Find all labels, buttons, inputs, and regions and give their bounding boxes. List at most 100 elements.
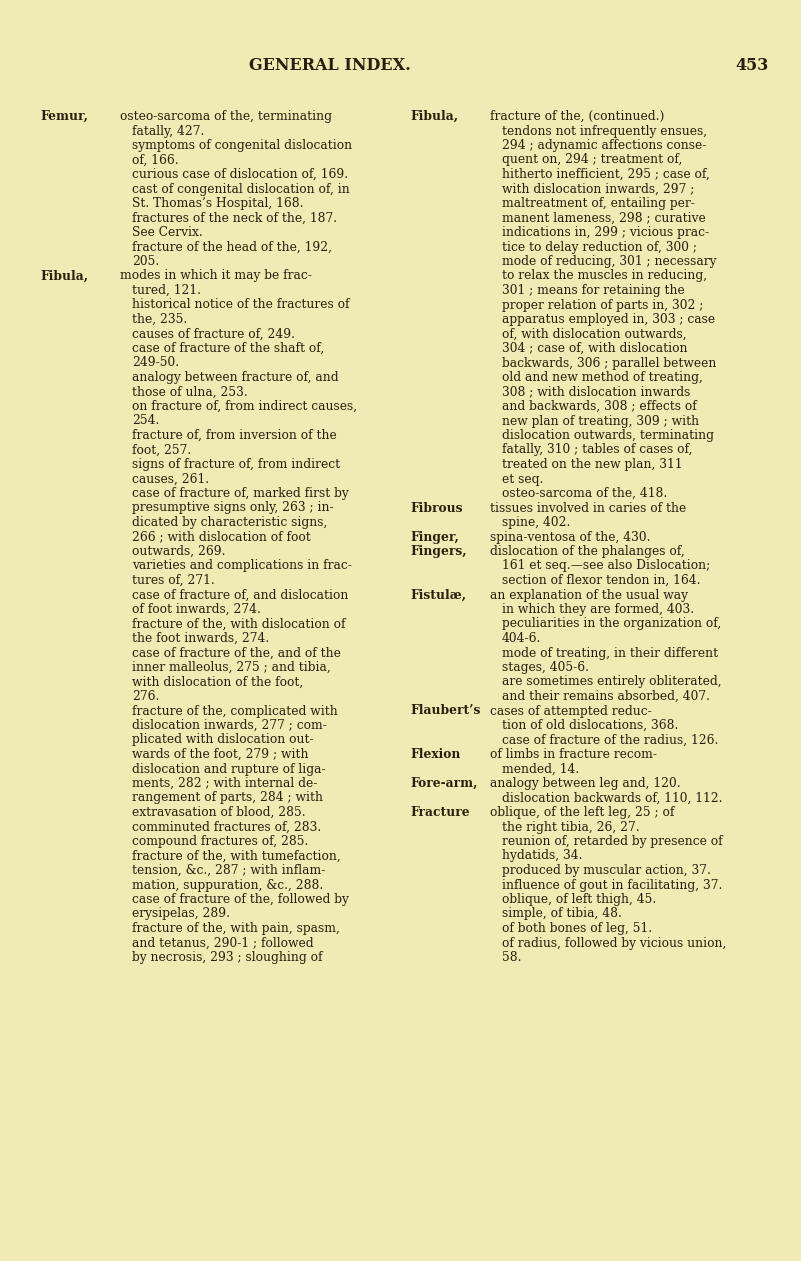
Text: Fibula,: Fibula, bbox=[40, 270, 88, 282]
Text: 308 ; with dislocation inwards: 308 ; with dislocation inwards bbox=[502, 386, 690, 398]
Text: case of fracture of the shaft of,: case of fracture of the shaft of, bbox=[132, 342, 324, 356]
Text: 301 ; means for retaining the: 301 ; means for retaining the bbox=[502, 284, 685, 298]
Text: fracture of, from inversion of the: fracture of, from inversion of the bbox=[132, 429, 336, 443]
Text: dislocation outwards, terminating: dislocation outwards, terminating bbox=[502, 429, 714, 443]
Text: the foot inwards, 274.: the foot inwards, 274. bbox=[132, 632, 269, 644]
Text: of both bones of leg, 51.: of both bones of leg, 51. bbox=[502, 922, 652, 934]
Text: osteo-sarcoma of the, terminating: osteo-sarcoma of the, terminating bbox=[120, 110, 332, 124]
Text: varieties and complications in frac-: varieties and complications in frac- bbox=[132, 560, 352, 572]
Text: hydatids, 34.: hydatids, 34. bbox=[502, 850, 582, 863]
Text: Fistulæ,: Fistulæ, bbox=[410, 589, 466, 601]
Text: signs of fracture of, from indirect: signs of fracture of, from indirect bbox=[132, 458, 340, 472]
Text: stages, 405-6.: stages, 405-6. bbox=[502, 661, 589, 673]
Text: Femur,: Femur, bbox=[40, 110, 88, 124]
Text: hitherto inefficient, 295 ; case of,: hitherto inefficient, 295 ; case of, bbox=[502, 168, 710, 182]
Text: spina-ventosa of the, 430.: spina-ventosa of the, 430. bbox=[490, 531, 650, 543]
Text: oblique, of left thigh, 45.: oblique, of left thigh, 45. bbox=[502, 893, 656, 905]
Text: Fracture: Fracture bbox=[410, 806, 469, 818]
Text: analogy between leg and, 120.: analogy between leg and, 120. bbox=[490, 777, 681, 789]
Text: on fracture of, from indirect causes,: on fracture of, from indirect causes, bbox=[132, 400, 357, 414]
Text: Finger,: Finger, bbox=[410, 531, 459, 543]
Text: dislocation backwards of, 110, 112.: dislocation backwards of, 110, 112. bbox=[502, 792, 723, 805]
Text: apparatus employed in, 303 ; case: apparatus employed in, 303 ; case bbox=[502, 313, 715, 327]
Text: extravasation of blood, 285.: extravasation of blood, 285. bbox=[132, 806, 306, 818]
Text: of limbs in fracture recom-: of limbs in fracture recom- bbox=[490, 748, 657, 760]
Text: GENERAL INDEX.: GENERAL INDEX. bbox=[249, 57, 411, 74]
Text: wards of the foot, 279 ; with: wards of the foot, 279 ; with bbox=[132, 748, 308, 760]
Text: tures of, 271.: tures of, 271. bbox=[132, 574, 215, 588]
Text: case of fracture of the, followed by: case of fracture of the, followed by bbox=[132, 893, 349, 905]
Text: and tetanus, 290-1 ; followed: and tetanus, 290-1 ; followed bbox=[132, 937, 314, 950]
Text: peculiarities in the organization of,: peculiarities in the organization of, bbox=[502, 618, 721, 630]
Text: St. Thomas’s Hospital, 168.: St. Thomas’s Hospital, 168. bbox=[132, 197, 304, 211]
Text: backwards, 306 ; parallel between: backwards, 306 ; parallel between bbox=[502, 357, 716, 369]
Text: mode of reducing, 301 ; necessary: mode of reducing, 301 ; necessary bbox=[502, 255, 717, 269]
Text: Fore-arm,: Fore-arm, bbox=[410, 777, 477, 789]
Text: case of fracture of, marked first by: case of fracture of, marked first by bbox=[132, 487, 348, 501]
Text: fractures of the neck of the, 187.: fractures of the neck of the, 187. bbox=[132, 212, 337, 224]
Text: and backwards, 308 ; effects of: and backwards, 308 ; effects of bbox=[502, 400, 697, 414]
Text: et seq.: et seq. bbox=[502, 473, 543, 485]
Text: treated on the new plan, 311: treated on the new plan, 311 bbox=[502, 458, 682, 472]
Text: dicated by characteristic signs,: dicated by characteristic signs, bbox=[132, 516, 328, 530]
Text: influence of gout in facilitating, 37.: influence of gout in facilitating, 37. bbox=[502, 879, 723, 892]
Text: those of ulna, 253.: those of ulna, 253. bbox=[132, 386, 248, 398]
Text: simple, of tibia, 48.: simple, of tibia, 48. bbox=[502, 908, 622, 921]
Text: causes, 261.: causes, 261. bbox=[132, 473, 209, 485]
Text: of, with dislocation outwards,: of, with dislocation outwards, bbox=[502, 328, 686, 340]
Text: quent on, 294 ; treatment of,: quent on, 294 ; treatment of, bbox=[502, 154, 682, 166]
Text: an explanation of the usual way: an explanation of the usual way bbox=[490, 589, 688, 601]
Text: 276.: 276. bbox=[132, 690, 159, 702]
Text: presumptive signs only, 263 ; in-: presumptive signs only, 263 ; in- bbox=[132, 502, 334, 514]
Text: mode of treating, in their different: mode of treating, in their different bbox=[502, 647, 718, 660]
Text: reunion of, retarded by presence of: reunion of, retarded by presence of bbox=[502, 835, 723, 847]
Text: Flexion: Flexion bbox=[410, 748, 461, 760]
Text: old and new method of treating,: old and new method of treating, bbox=[502, 371, 702, 385]
Text: tion of old dislocations, 368.: tion of old dislocations, 368. bbox=[502, 719, 678, 731]
Text: rangement of parts, 284 ; with: rangement of parts, 284 ; with bbox=[132, 792, 323, 805]
Text: cases of attempted reduc-: cases of attempted reduc- bbox=[490, 705, 652, 718]
Text: fracture of the, complicated with: fracture of the, complicated with bbox=[132, 705, 338, 718]
Text: produced by muscular action, 37.: produced by muscular action, 37. bbox=[502, 864, 710, 876]
Text: erysipelas, 289.: erysipelas, 289. bbox=[132, 908, 230, 921]
Text: oblique, of the left leg, 25 ; of: oblique, of the left leg, 25 ; of bbox=[490, 806, 674, 818]
Text: indications in, 299 ; vicious prac-: indications in, 299 ; vicious prac- bbox=[502, 226, 709, 240]
Text: ments, 282 ; with internal de-: ments, 282 ; with internal de- bbox=[132, 777, 317, 789]
Text: 453: 453 bbox=[735, 57, 769, 74]
Text: 58.: 58. bbox=[502, 951, 521, 963]
Text: tissues involved in caries of the: tissues involved in caries of the bbox=[490, 502, 686, 514]
Text: fracture of the, with dislocation of: fracture of the, with dislocation of bbox=[132, 618, 345, 630]
Text: Fibrous: Fibrous bbox=[410, 502, 462, 514]
Text: fracture of the, with pain, spasm,: fracture of the, with pain, spasm, bbox=[132, 922, 340, 934]
Text: case of fracture of the radius, 126.: case of fracture of the radius, 126. bbox=[502, 734, 718, 747]
Text: cast of congenital dislocation of, in: cast of congenital dislocation of, in bbox=[132, 183, 350, 195]
Text: 249-50.: 249-50. bbox=[132, 357, 179, 369]
Text: 205.: 205. bbox=[132, 255, 159, 269]
Text: with dislocation inwards, 297 ;: with dislocation inwards, 297 ; bbox=[502, 183, 694, 195]
Text: proper relation of parts in, 302 ;: proper relation of parts in, 302 ; bbox=[502, 299, 703, 311]
Text: dislocation and rupture of liga-: dislocation and rupture of liga- bbox=[132, 763, 326, 776]
Text: Fibula,: Fibula, bbox=[410, 110, 458, 124]
Text: fracture of the head of the, 192,: fracture of the head of the, 192, bbox=[132, 241, 332, 253]
Text: 254.: 254. bbox=[132, 415, 159, 427]
Text: causes of fracture of, 249.: causes of fracture of, 249. bbox=[132, 328, 295, 340]
Text: fracture of the, with tumefaction,: fracture of the, with tumefaction, bbox=[132, 850, 340, 863]
Text: spine, 402.: spine, 402. bbox=[502, 516, 570, 530]
Text: comminuted fractures of, 283.: comminuted fractures of, 283. bbox=[132, 821, 321, 834]
Text: to relax the muscles in reducing,: to relax the muscles in reducing, bbox=[502, 270, 707, 282]
Text: fracture of the, (continued.): fracture of the, (continued.) bbox=[490, 110, 664, 124]
Text: case of fracture of, and dislocation: case of fracture of, and dislocation bbox=[132, 589, 348, 601]
Text: tension, &c., 287 ; with inflam-: tension, &c., 287 ; with inflam- bbox=[132, 864, 325, 876]
Text: modes in which it may be frac-: modes in which it may be frac- bbox=[120, 270, 312, 282]
Text: dislocation of the phalanges of,: dislocation of the phalanges of, bbox=[490, 545, 685, 559]
Text: curious case of dislocation of, 169.: curious case of dislocation of, 169. bbox=[132, 168, 348, 182]
Text: plicated with dislocation out-: plicated with dislocation out- bbox=[132, 734, 314, 747]
Text: are sometimes entirely obliterated,: are sometimes entirely obliterated, bbox=[502, 676, 722, 689]
Text: historical notice of the fractures of: historical notice of the fractures of bbox=[132, 299, 349, 311]
Text: new plan of treating, 309 ; with: new plan of treating, 309 ; with bbox=[502, 415, 699, 427]
Text: section of flexor tendon in, 164.: section of flexor tendon in, 164. bbox=[502, 574, 701, 588]
Text: outwards, 269.: outwards, 269. bbox=[132, 545, 226, 559]
Text: 404-6.: 404-6. bbox=[502, 632, 541, 644]
Text: the right tibia, 26, 27.: the right tibia, 26, 27. bbox=[502, 821, 640, 834]
Text: foot, 257.: foot, 257. bbox=[132, 444, 191, 456]
